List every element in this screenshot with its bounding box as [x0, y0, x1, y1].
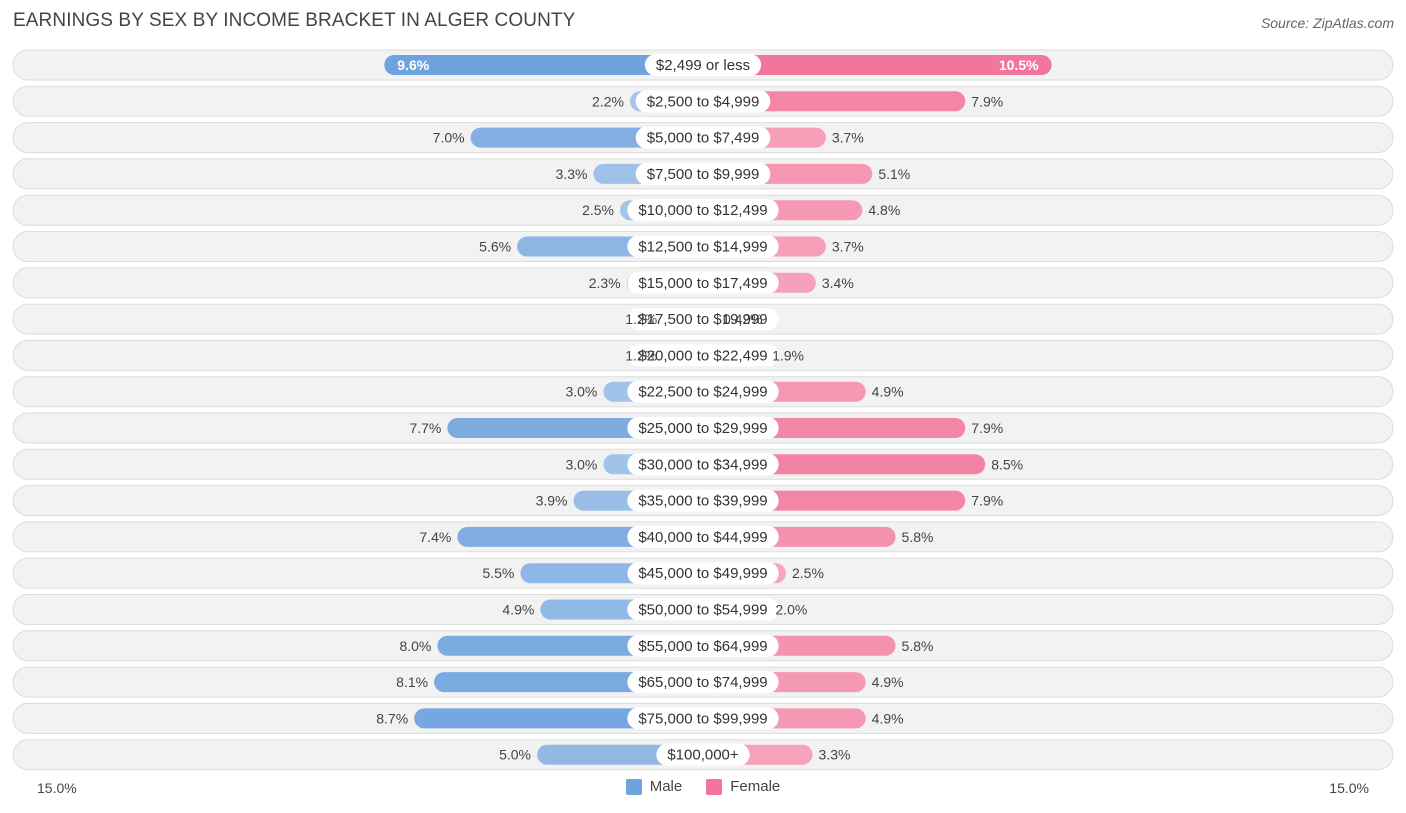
female-value-label: 3.3%: [819, 747, 851, 763]
male-value-label: 5.0%: [499, 747, 531, 763]
category-label: $35,000 to $39,999: [638, 493, 767, 510]
category-label: $15,000 to $17,499: [638, 275, 767, 292]
axis-label-right: 15.0%: [1329, 780, 1369, 796]
category-label: $55,000 to $64,999: [638, 638, 767, 655]
female-value-label: 8.5%: [991, 456, 1023, 472]
category-label: $40,000 to $44,999: [638, 529, 767, 546]
category-label: $65,000 to $74,999: [638, 674, 767, 691]
category-label: $2,500 to $4,999: [647, 93, 760, 110]
female-value-label: 7.9%: [971, 93, 1003, 109]
male-bar: [384, 55, 703, 75]
category-label: $22,500 to $24,999: [638, 384, 767, 401]
female-value-label: 5.1%: [878, 166, 910, 182]
category-label-pill: [627, 235, 779, 258]
female-value-label: 3.4%: [822, 275, 854, 291]
category-label-pill: [627, 308, 779, 331]
male-value-label: 5.5%: [482, 565, 514, 581]
male-value-label: 9.6%: [397, 57, 429, 73]
category-label: $100,000+: [667, 747, 739, 764]
category-label: $25,000 to $29,999: [638, 420, 767, 437]
female-value-label: 2.0%: [775, 602, 807, 618]
female-value-label: 3.7%: [832, 239, 864, 255]
category-label-pill: [635, 90, 771, 113]
male-value-label: 5.6%: [479, 239, 511, 255]
category-label-pill: [627, 453, 779, 476]
male-value-label: 8.1%: [396, 674, 428, 690]
female-value-label: 4.9%: [872, 710, 904, 726]
category-label: $5,000 to $7,499: [647, 130, 760, 147]
female-value-label: 2.5%: [792, 565, 824, 581]
male-value-label: 3.3%: [556, 166, 588, 182]
female-value-label: 5.8%: [902, 638, 934, 654]
axis-label-left: 15.0%: [37, 780, 77, 796]
category-label-pill: [627, 671, 779, 694]
legend-item-male[interactable]: Male: [625, 778, 683, 795]
category-label: $20,000 to $22,499: [638, 347, 767, 364]
category-label: $30,000 to $34,999: [638, 456, 767, 473]
male-value-label: 4.9%: [502, 602, 534, 618]
category-label: $75,000 to $99,999: [638, 710, 767, 727]
legend-item-female[interactable]: Female: [706, 778, 780, 795]
male-value-label: 7.7%: [409, 420, 441, 436]
legend-swatch-male: [625, 778, 642, 795]
legend-swatch-female: [706, 778, 723, 795]
chart-canvas: $2,499 or less 9.6% 10.5% $2,500 to $4,999 2…: [12, 49, 1394, 771]
male-value-label: 3.0%: [565, 384, 597, 400]
category-label-pill: [627, 344, 779, 367]
category-label-pill: [627, 562, 779, 585]
female-value-label: 7.9%: [971, 493, 1003, 509]
female-value-label: 10.5%: [999, 57, 1039, 73]
category-label-pill: [635, 126, 771, 149]
female-bar: [703, 55, 1052, 75]
category-label-pill: [627, 271, 779, 294]
male-value-label: 7.0%: [433, 130, 465, 146]
male-value-label: 8.0%: [399, 638, 431, 654]
category-label: $12,500 to $14,999: [638, 239, 767, 256]
female-value-label: 1.9%: [772, 347, 804, 363]
male-value-label: 1.2%: [625, 311, 657, 327]
male-value-label: 7.4%: [419, 529, 451, 545]
category-label-pill: [627, 199, 779, 222]
female-value-label: 4.9%: [872, 384, 904, 400]
category-label-pill: [644, 54, 762, 76]
female-value-label: 4.9%: [872, 674, 904, 690]
source-label: Source: ZipAtlas.com: [1260, 15, 1394, 31]
legend-label-female: Female: [730, 778, 781, 795]
male-value-label: 2.2%: [592, 93, 624, 109]
category-label-pill: [627, 417, 779, 439]
male-value-label: 2.3%: [589, 275, 621, 291]
category-label: $10,000 to $12,499: [638, 202, 767, 219]
legend: Male Female: [0, 778, 1406, 795]
category-label-pill: [627, 634, 779, 657]
female-value-label: 3.7%: [832, 130, 864, 146]
male-value-label: 2.5%: [582, 202, 614, 218]
female-value-label: 0.42%: [723, 311, 763, 327]
female-value-label: 4.8%: [868, 202, 900, 218]
category-label-pill: [635, 162, 771, 185]
category-label-pill: [627, 598, 779, 621]
category-label-pill: [627, 707, 779, 730]
male-value-label: 3.9%: [536, 493, 568, 509]
male-value-label: 1.2%: [625, 347, 657, 363]
category-label-pill: [627, 525, 779, 548]
category-label: $7,500 to $9,999: [647, 166, 760, 183]
female-value-label: 7.9%: [971, 420, 1003, 436]
male-value-label: 3.0%: [565, 456, 597, 472]
category-label-pill: [656, 743, 750, 766]
female-value-label: 5.8%: [902, 529, 934, 545]
category-label: $2,499 or less: [656, 57, 750, 74]
category-label: $17,500 to $19,999: [638, 311, 767, 328]
category-label-pill: [627, 380, 779, 403]
category-label: $45,000 to $49,999: [638, 565, 767, 582]
category-label: $50,000 to $54,999: [638, 602, 767, 619]
legend-label-male: Male: [649, 778, 683, 795]
category-label-pill: [627, 489, 779, 512]
chart-title: EARNINGS BY SEX BY INCOME BRACKET IN ALG…: [13, 10, 576, 31]
male-value-label: 8.7%: [376, 710, 408, 726]
